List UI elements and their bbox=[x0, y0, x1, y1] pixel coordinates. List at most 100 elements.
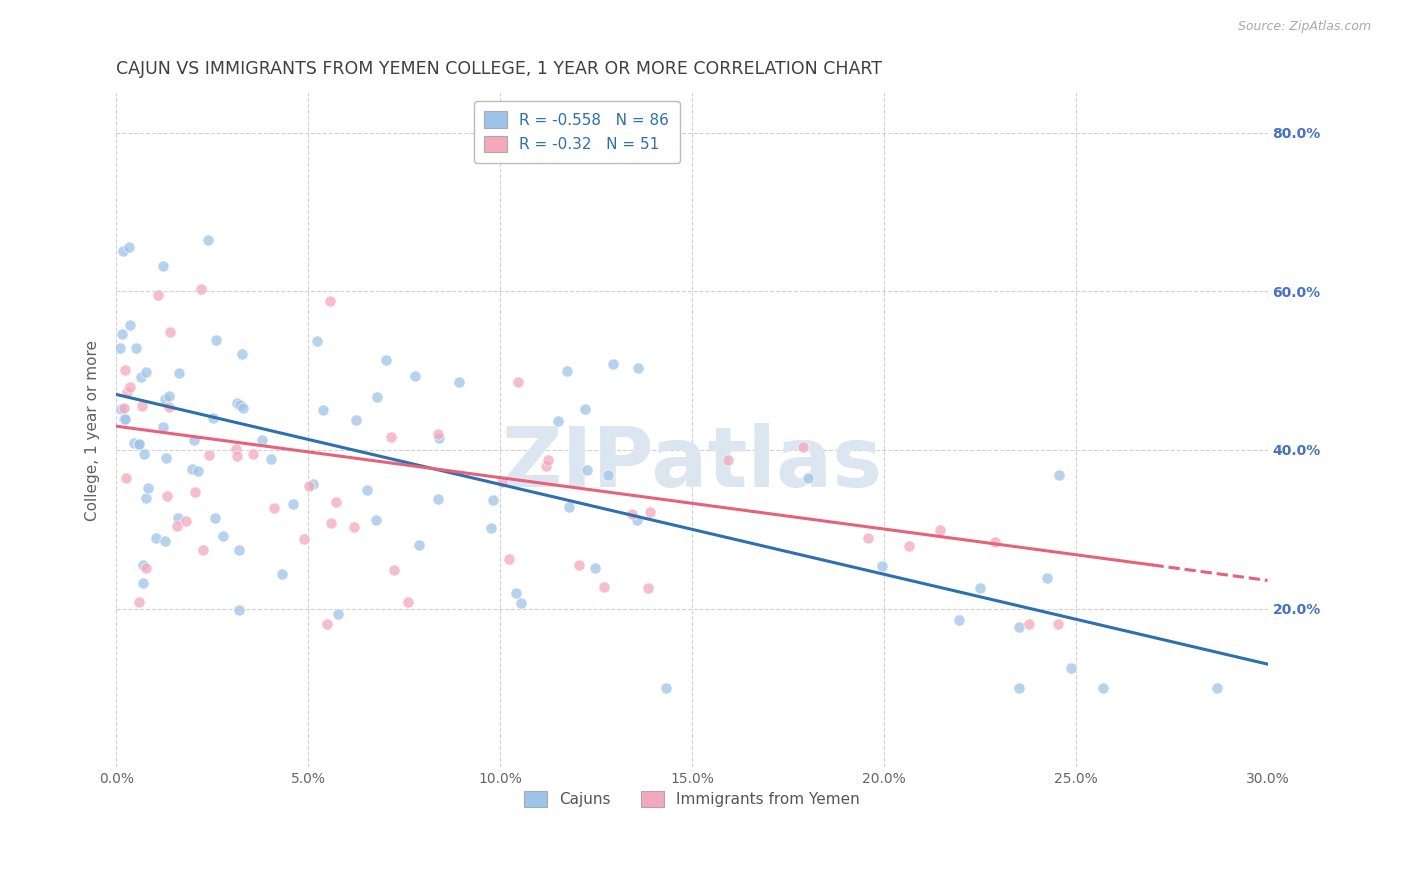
Point bbox=[479, 521, 502, 535]
Point bbox=[596, 468, 619, 483]
Point bbox=[1007, 681, 1029, 695]
Point bbox=[112, 401, 135, 415]
Point bbox=[131, 399, 153, 413]
Point bbox=[396, 595, 419, 609]
Point bbox=[583, 561, 606, 575]
Point bbox=[270, 566, 292, 581]
Point bbox=[145, 531, 167, 545]
Point bbox=[166, 511, 188, 525]
Point bbox=[112, 411, 135, 425]
Point bbox=[302, 477, 325, 491]
Point bbox=[593, 580, 616, 594]
Point bbox=[135, 491, 157, 505]
Point bbox=[547, 414, 569, 428]
Point bbox=[344, 413, 367, 427]
Point bbox=[118, 240, 141, 254]
Point bbox=[298, 479, 321, 493]
Point bbox=[637, 581, 659, 595]
Point bbox=[110, 401, 132, 416]
Point bbox=[638, 505, 661, 519]
Point bbox=[152, 419, 174, 434]
Point bbox=[153, 392, 176, 407]
Text: Source: ZipAtlas.com: Source: ZipAtlas.com bbox=[1237, 20, 1371, 33]
Point bbox=[132, 558, 155, 572]
Point bbox=[108, 341, 131, 355]
Point bbox=[575, 463, 598, 477]
Point bbox=[574, 401, 596, 416]
Point bbox=[152, 259, 174, 273]
Point bbox=[114, 412, 136, 426]
Point bbox=[534, 459, 557, 474]
Point bbox=[505, 586, 527, 600]
Point bbox=[169, 367, 191, 381]
Point bbox=[204, 511, 226, 525]
Point bbox=[325, 495, 347, 509]
Point bbox=[316, 617, 339, 632]
Point bbox=[157, 389, 180, 403]
Point bbox=[120, 380, 142, 394]
Point bbox=[509, 596, 531, 610]
Point bbox=[792, 440, 814, 454]
Point bbox=[1008, 620, 1031, 634]
Point bbox=[226, 450, 249, 464]
Point bbox=[148, 288, 170, 302]
Point bbox=[157, 400, 180, 414]
Point bbox=[114, 362, 136, 376]
Point bbox=[984, 535, 1007, 549]
Text: ZIPatlas: ZIPatlas bbox=[502, 424, 883, 504]
Point bbox=[115, 471, 138, 485]
Point bbox=[197, 448, 219, 462]
Point bbox=[136, 482, 159, 496]
Point bbox=[1036, 572, 1059, 586]
Point bbox=[159, 325, 181, 339]
Point bbox=[120, 318, 142, 332]
Point bbox=[292, 532, 315, 546]
Point bbox=[232, 401, 254, 415]
Point bbox=[1092, 681, 1115, 695]
Point bbox=[153, 534, 176, 549]
Point bbox=[202, 411, 225, 425]
Point bbox=[408, 538, 430, 552]
Point bbox=[135, 365, 157, 379]
Point bbox=[242, 447, 264, 461]
Point bbox=[190, 282, 212, 296]
Point bbox=[928, 524, 950, 538]
Point bbox=[328, 607, 350, 622]
Legend: Cajuns, Immigrants from Yemen: Cajuns, Immigrants from Yemen bbox=[517, 785, 866, 814]
Point bbox=[482, 493, 505, 508]
Point bbox=[111, 327, 134, 342]
Point bbox=[555, 364, 578, 378]
Point bbox=[155, 450, 177, 465]
Point bbox=[250, 433, 273, 447]
Point bbox=[263, 501, 285, 516]
Point bbox=[427, 432, 450, 446]
Point bbox=[568, 558, 591, 572]
Point bbox=[506, 376, 529, 390]
Point bbox=[384, 563, 406, 577]
Point bbox=[537, 453, 560, 467]
Point bbox=[356, 483, 378, 497]
Point bbox=[111, 244, 134, 258]
Point bbox=[122, 436, 145, 450]
Point bbox=[1047, 467, 1070, 482]
Point bbox=[132, 447, 155, 461]
Point bbox=[187, 464, 209, 478]
Point bbox=[498, 551, 520, 566]
Point bbox=[132, 575, 155, 590]
Point bbox=[404, 368, 426, 383]
Y-axis label: College, 1 year or more: College, 1 year or more bbox=[86, 340, 100, 521]
Point bbox=[558, 500, 581, 515]
Text: CAJUN VS IMMIGRANTS FROM YEMEN COLLEGE, 1 YEAR OR MORE CORRELATION CHART: CAJUN VS IMMIGRANTS FROM YEMEN COLLEGE, … bbox=[117, 60, 883, 78]
Point bbox=[602, 358, 624, 372]
Point bbox=[128, 594, 150, 608]
Point bbox=[717, 452, 740, 467]
Point bbox=[655, 681, 678, 695]
Point bbox=[491, 475, 513, 489]
Point bbox=[228, 542, 250, 557]
Point bbox=[128, 437, 150, 451]
Point bbox=[174, 514, 197, 528]
Point bbox=[312, 403, 335, 417]
Point bbox=[184, 485, 207, 500]
Point bbox=[225, 396, 247, 410]
Point bbox=[627, 360, 650, 375]
